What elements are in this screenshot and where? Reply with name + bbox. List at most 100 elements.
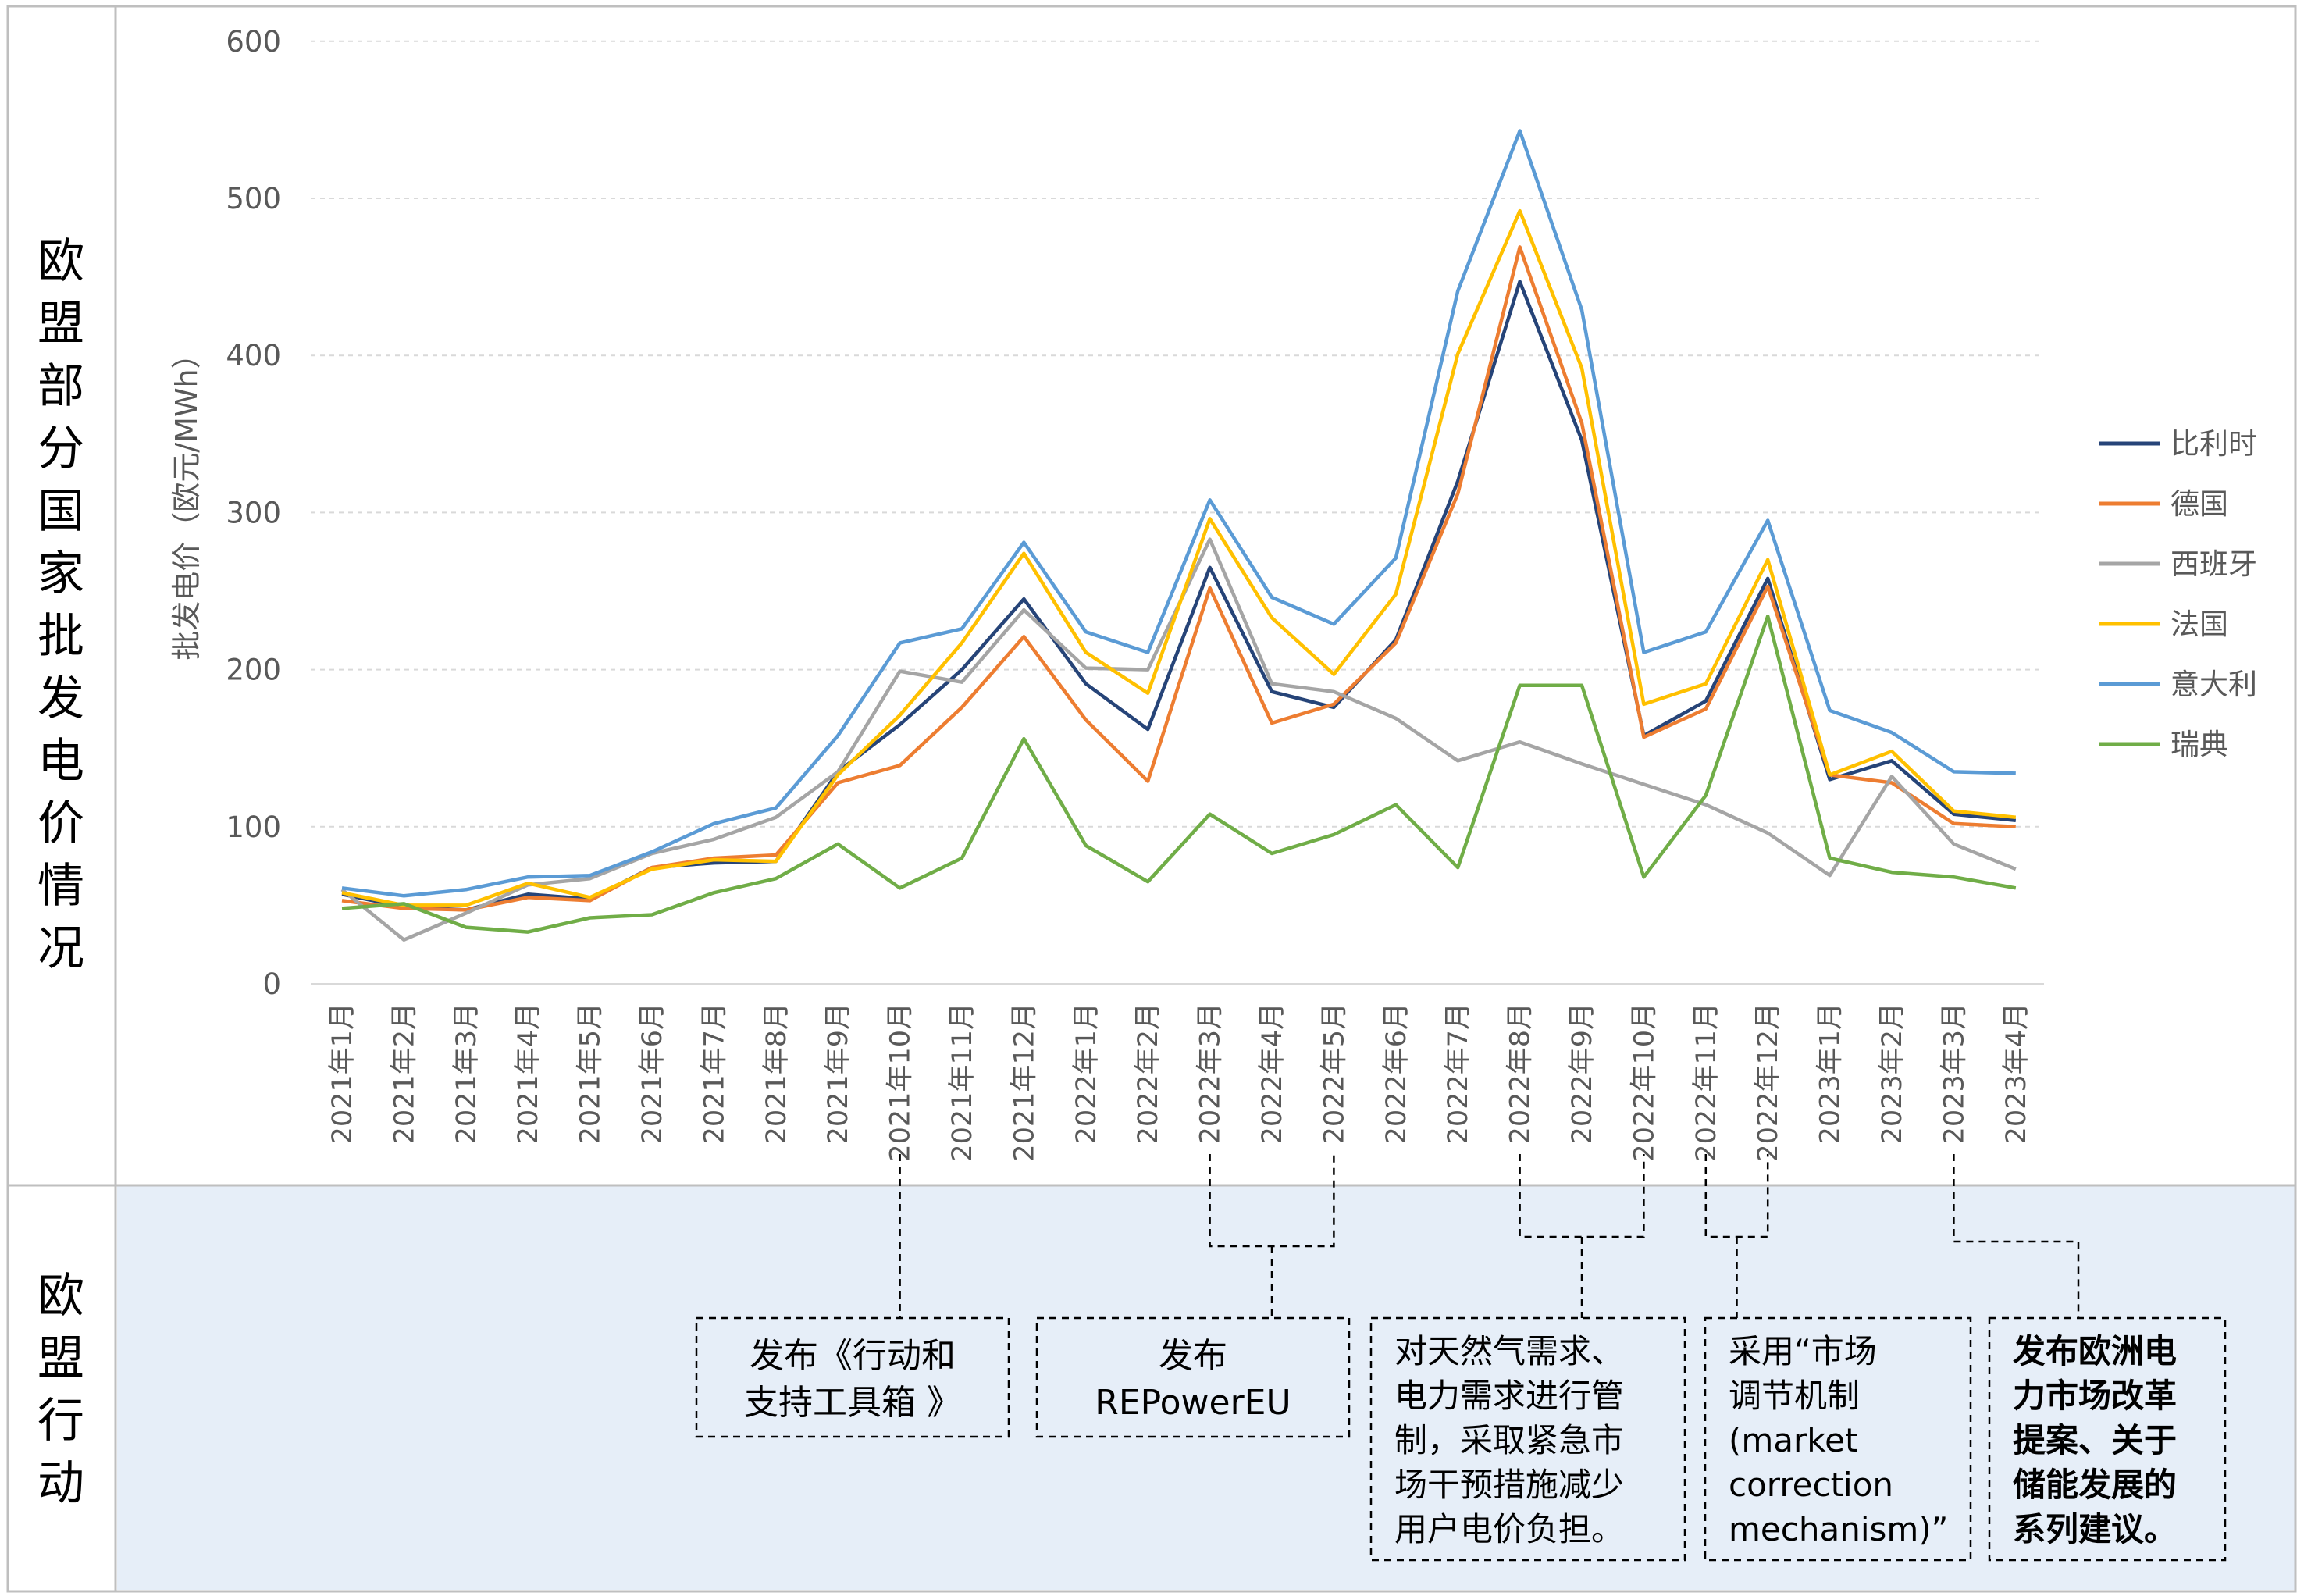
x-tick-label: 2022年7月 xyxy=(1443,1003,1474,1144)
action-text: 场干预措施减少 xyxy=(1394,1466,1624,1504)
left-label-char: 分 xyxy=(37,422,84,476)
x-tick-label: 2021年9月 xyxy=(823,1003,854,1144)
series-line xyxy=(340,537,2017,942)
series-line xyxy=(341,129,2016,898)
y-axis-label: 批发电价（欧元/MWh） xyxy=(169,339,204,660)
x-tick-labels: 2021年1月 2021年2月 2021年3月 2021年4月 2021年5月 2021年… xyxy=(327,1003,2032,1162)
action-text: (market xyxy=(1729,1421,1857,1459)
x-tick-label: 2022年10月 xyxy=(1629,1003,1660,1162)
y-tick-label: 100 xyxy=(226,810,281,844)
action-text: 支持工具箱 》 xyxy=(744,1383,961,1423)
x-tick-label: 2023年4月 xyxy=(2001,1003,2032,1144)
legend-label: 德国 xyxy=(2170,487,2228,521)
action-box xyxy=(695,1316,1010,1438)
action-text: REPowerEU xyxy=(1095,1383,1291,1423)
x-tick-label: 2022年1月 xyxy=(1071,1003,1102,1144)
x-tick-label: 2022年8月 xyxy=(1505,1003,1537,1144)
action-text: 制，采取紧急市 xyxy=(1394,1421,1624,1459)
connector xyxy=(1953,1154,2080,1318)
action-box xyxy=(1704,1316,1972,1562)
action-text: 用户电价负担。 xyxy=(1394,1510,1624,1548)
legend-label: 西班牙 xyxy=(2170,547,2257,581)
y-tick-label: 0 xyxy=(262,967,281,1001)
left-label-char: 批 xyxy=(37,609,84,664)
x-tick-label: 2023年3月 xyxy=(1939,1003,1970,1144)
x-tick-label: 2022年2月 xyxy=(1133,1003,1164,1144)
action-text: 发布《行动和 xyxy=(750,1336,956,1376)
y-tick-labels: 0 100 200 300 400 500 600 xyxy=(226,25,281,1001)
x-tick-label: 2021年1月 xyxy=(327,1003,358,1144)
action-text: 系列建议。 xyxy=(2013,1510,2177,1548)
x-tick-label: 2021年2月 xyxy=(389,1003,420,1144)
x-tick-label: 2021年7月 xyxy=(699,1003,730,1144)
x-tick-label: 2022年6月 xyxy=(1381,1003,1412,1144)
x-tick-label: 2021年12月 xyxy=(1009,1003,1040,1162)
y-tick-label: 200 xyxy=(226,654,281,687)
action-box xyxy=(1988,1316,2227,1562)
action-text: 发布 xyxy=(1159,1336,1227,1376)
x-tick-label: 2021年6月 xyxy=(637,1003,668,1144)
action-box xyxy=(1035,1316,1351,1438)
series-lines xyxy=(340,129,2017,942)
connector xyxy=(1704,1154,1769,1318)
x-tick-label: 2021年11月 xyxy=(947,1003,978,1162)
action-text: 储能发展的 xyxy=(2013,1466,2177,1504)
action-text: correction xyxy=(1729,1466,1893,1504)
x-tick-label: 2021年5月 xyxy=(575,1003,607,1144)
left-label-char: 况 xyxy=(37,921,84,976)
y-tick-label: 500 xyxy=(226,182,281,216)
x-tick-label: 2022年4月 xyxy=(1257,1003,1288,1144)
y-tick-label: 600 xyxy=(226,25,281,59)
left-label-char: 欧 xyxy=(37,1269,84,1323)
left-label-char: 情 xyxy=(37,859,84,914)
legend-label: 比利时 xyxy=(2170,427,2257,461)
panel-borders xyxy=(6,5,2297,1593)
x-tick-label: 2021年10月 xyxy=(885,1003,917,1162)
x-tick-label: 2022年11月 xyxy=(1691,1003,1722,1162)
action-text: 调节机制 xyxy=(1729,1377,1860,1415)
action-text: 发布欧洲电 xyxy=(2013,1332,2177,1370)
x-tick-label: 2021年8月 xyxy=(761,1003,792,1144)
event-connectors xyxy=(899,1154,2080,1318)
left-label-char: 发 xyxy=(37,672,84,726)
action-text: 力市场改革 xyxy=(2013,1377,2177,1415)
x-tick-label: 2022年9月 xyxy=(1567,1003,1598,1144)
action-text: 对天然气需求、 xyxy=(1394,1332,1624,1370)
action-text: 采用“市场 xyxy=(1729,1332,1877,1370)
left-label-char: 欧 xyxy=(37,234,84,289)
left-label-char: 电 xyxy=(37,734,84,789)
action-text: 电力需求进行管 xyxy=(1394,1377,1624,1415)
action-box xyxy=(1369,1316,1686,1562)
legend-label: 法国 xyxy=(2170,607,2228,641)
x-tick-label: 2023年2月 xyxy=(1877,1003,1908,1144)
bottom-panel xyxy=(117,1185,2295,1590)
grid-lines xyxy=(311,40,2044,828)
y-tick-label: 400 xyxy=(226,339,281,372)
left-label-char: 部 xyxy=(37,359,84,414)
x-tick-label: 2022年3月 xyxy=(1195,1003,1227,1144)
left-label-char: 家 xyxy=(37,547,84,601)
x-tick-label: 2023年1月 xyxy=(1815,1003,1846,1144)
left-label-char: 行 xyxy=(37,1394,84,1448)
action-text: 提案、关于 xyxy=(2013,1421,2177,1459)
legend-label: 瑞典 xyxy=(2170,728,2228,761)
left-label-char: 动 xyxy=(37,1456,84,1511)
left-label-char: 盟 xyxy=(37,297,84,351)
left-label-char: 国 xyxy=(37,484,84,539)
connector xyxy=(1519,1154,1645,1318)
y-tick-label: 300 xyxy=(226,496,281,529)
x-tick-label: 2022年12月 xyxy=(1753,1003,1784,1162)
x-tick-label: 2021年4月 xyxy=(513,1003,544,1144)
line-chart: 0 100 200 300 400 500 600 批发电价（欧元/MWh） 2021年1月… xyxy=(169,25,2257,1162)
x-tick-label: 2022年5月 xyxy=(1319,1003,1350,1144)
connector xyxy=(1209,1154,1335,1318)
series-line xyxy=(341,208,2017,907)
action-text: mechanism)” xyxy=(1729,1510,1948,1548)
left-label-char: 价 xyxy=(37,796,84,851)
legend-label: 意大利 xyxy=(2170,668,2257,701)
